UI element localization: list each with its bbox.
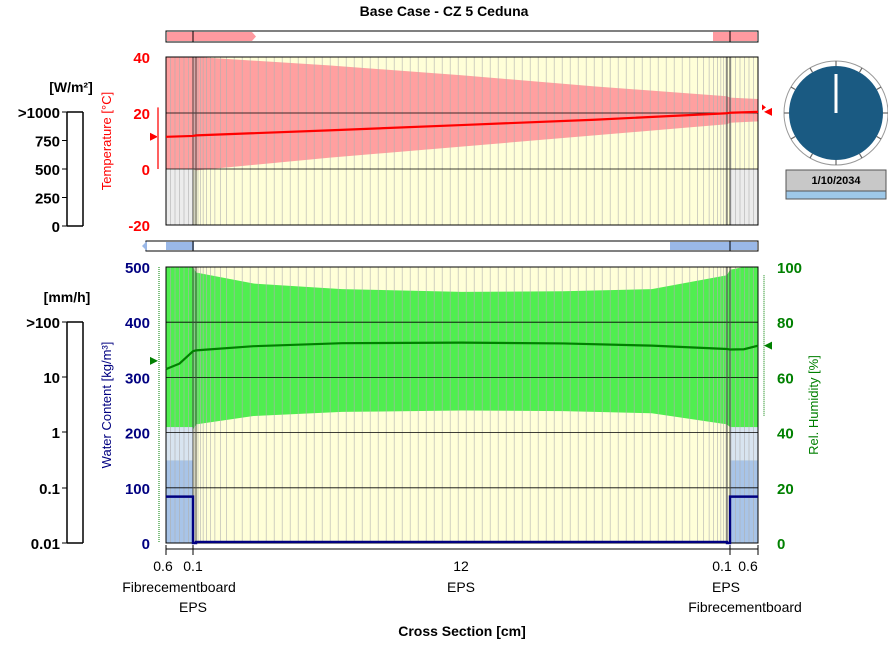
clock-tick	[858, 67, 863, 73]
layer-name-label: Fibrecementboard	[122, 579, 236, 595]
radiation-tick-label: >1000	[18, 105, 60, 122]
rain-tick-label: 0.01	[31, 536, 60, 553]
y-tick-label-humidity: 100	[777, 260, 802, 277]
y-tick-label-humidity: 20	[777, 481, 794, 498]
radiation-tick-label: 0	[52, 219, 60, 236]
boundary-marker-left	[150, 356, 158, 365]
clock-tick	[809, 67, 814, 73]
layer-thickness-label: 0.1	[183, 558, 203, 574]
radiation-tick-label: 500	[35, 162, 60, 179]
layer-thickness-label: 12	[453, 558, 469, 574]
clock-tick	[876, 135, 882, 140]
y-tick-label-temperature: 20	[133, 106, 150, 123]
boundary-marker-right	[764, 107, 772, 116]
cross-section-axis: 0.6 0.1 12 0.1 0.6 Fibrecementboard EPS …	[122, 545, 802, 639]
series-line-temperature	[165, 110, 759, 138]
rain-tick-label: 1	[52, 425, 60, 442]
y-tick-label-humidity: 80	[777, 315, 794, 332]
y-tick-label-water-content: 400	[125, 315, 150, 332]
middle-layer-indicator-bar	[142, 240, 759, 252]
clock-tick	[809, 153, 814, 159]
y-tick-label-water-content: 200	[125, 426, 150, 443]
y-tick-label-water-content: 0	[142, 536, 150, 553]
y-tick-label-water-content: 100	[125, 481, 150, 498]
y-tick-label-humidity: 0	[777, 536, 785, 553]
boundary-marker-right-tip	[762, 104, 766, 111]
series-line-relative-humidity	[165, 341, 759, 371]
radiation-unit-label: [W/m²]	[49, 79, 93, 95]
clock-widget	[783, 60, 888, 166]
layer-thickness-label: 0.6	[738, 558, 758, 574]
y-tick-label-temperature: 0	[142, 162, 150, 179]
rain-tick-label: 0.1	[39, 481, 60, 498]
clock-tick	[790, 86, 796, 91]
layer-thickness-label: 0.1	[712, 558, 732, 574]
radiation-scale: [W/m²] >1000 750 500 250 0	[18, 79, 93, 236]
y-tick-label-water-content: 300	[125, 370, 150, 387]
top-layer-indicator-bar	[165, 30, 759, 43]
y-tick-label-water-content: 500	[125, 260, 150, 277]
date-label: 1/10/2034	[812, 175, 862, 187]
layer-name-label: EPS	[712, 579, 740, 595]
temperature-panel: 40 20 0 -20 Temperature [°C]	[99, 50, 772, 235]
date-progress-bar	[785, 190, 887, 200]
series-line-water-content	[166, 495, 758, 545]
layer-thickness-label: 0.6	[153, 558, 173, 574]
layer-name-label: EPS	[179, 599, 207, 615]
boundary-marker-left	[150, 132, 158, 141]
clock-tick	[858, 153, 863, 159]
clock-tick	[876, 86, 882, 91]
chart-title: Base Case - CZ 5 Ceduna	[360, 3, 529, 19]
radiation-tick-label: 250	[35, 191, 60, 208]
clock-tick	[790, 135, 796, 140]
layer-name-label: EPS	[447, 579, 475, 595]
y-axis-title-temperature: Temperature [°C]	[99, 92, 114, 190]
rain-unit-label: [mm/h]	[44, 289, 91, 305]
y-tick-label-humidity: 40	[777, 426, 794, 443]
y-axis-title-humidity: Rel. Humidity [%]	[806, 355, 821, 455]
x-axis-title: Cross Section [cm]	[398, 623, 526, 639]
y-tick-label-temperature: -20	[128, 218, 150, 235]
rain-scale: [mm/h] >100 10 1 0.1 0.01	[26, 289, 90, 553]
boundary-marker-right	[764, 341, 772, 350]
y-tick-label-temperature: 40	[133, 50, 150, 67]
y-axis-title-water-content: Water Content [kg/m³]	[99, 342, 114, 469]
y-tick-label-humidity: 60	[777, 370, 794, 387]
layer-name-label: Fibrecementboard	[688, 599, 802, 615]
radiation-tick-label: 750	[35, 134, 60, 151]
rain-tick-label: >100	[26, 315, 60, 332]
humidity-range-band	[166, 267, 758, 433]
plot-frame	[165, 56, 759, 226]
rain-tick-label: 10	[43, 370, 60, 387]
